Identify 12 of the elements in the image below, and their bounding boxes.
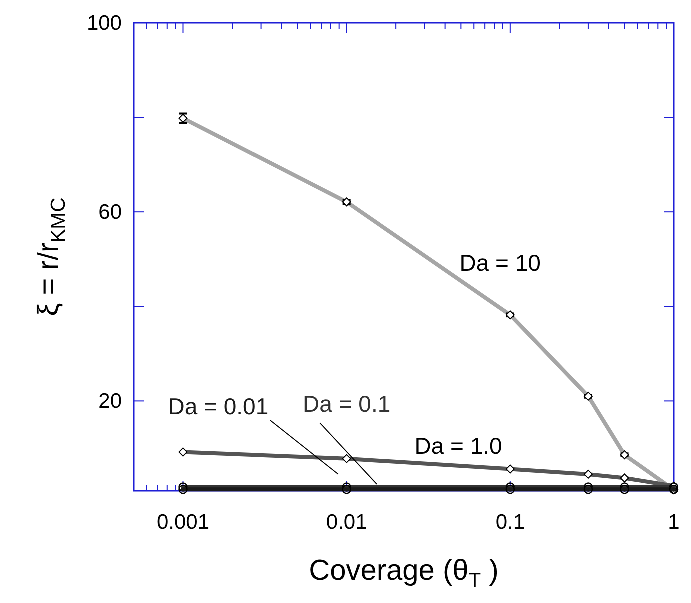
y-tick-label: 60 [98, 201, 122, 224]
x-tick-label: 0.01 [326, 511, 368, 534]
y-tick-label: 20 [98, 390, 122, 414]
x-tick-label: 1 [668, 511, 680, 534]
series-label: Da = 1.0 [414, 433, 502, 460]
text: Da = 0.01 [168, 393, 269, 420]
x-tick-label: 0.001 [156, 511, 210, 534]
x-axis-title: Coverage (θ$_{T}$) [309, 555, 499, 592]
series-label: Da = 10 [460, 250, 541, 276]
y-tick-label: 100 [86, 12, 122, 35]
text: Da = 0.1 [303, 391, 391, 418]
x-tick-label: 0.1 [496, 511, 526, 534]
